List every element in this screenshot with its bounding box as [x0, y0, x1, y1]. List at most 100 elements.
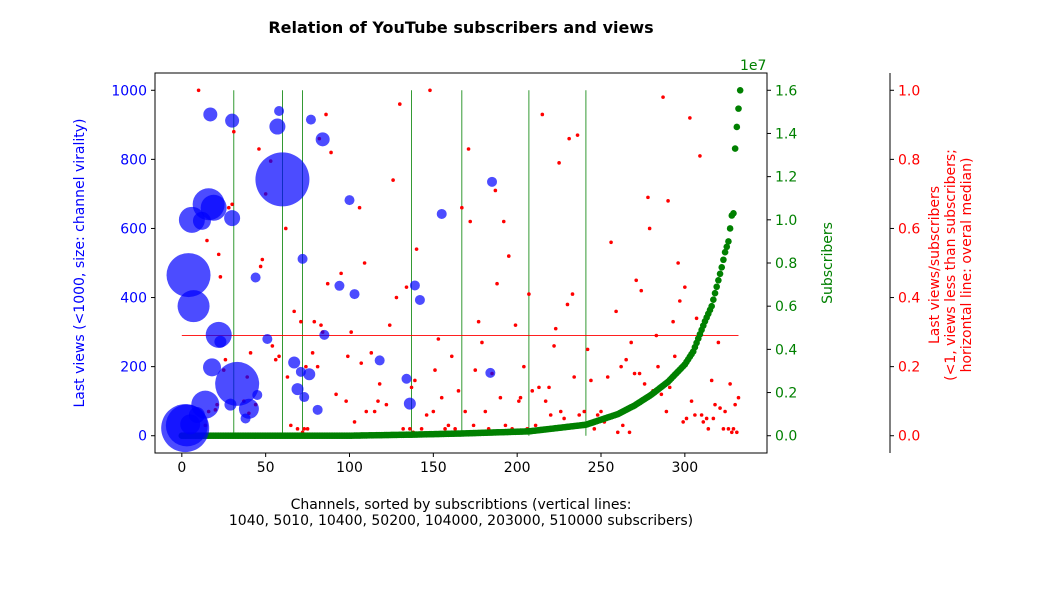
subscribers-point	[710, 296, 717, 304]
ratio-point	[436, 337, 441, 341]
ratio-point	[226, 205, 231, 210]
ratio-tick-label: 0.8	[898, 152, 920, 168]
ratio-point	[446, 423, 451, 428]
subscribers-point	[736, 86, 744, 94]
ratio-point	[614, 309, 618, 314]
ratio-point	[205, 238, 209, 243]
ratio-point	[501, 219, 506, 224]
ratio-point	[664, 409, 669, 414]
left-y-tick-label: 800	[120, 152, 147, 168]
ratio-tick-label: 0.2	[898, 360, 920, 376]
ratio-point	[468, 219, 473, 224]
subscribers-point	[726, 225, 734, 232]
ratio-point	[471, 423, 476, 428]
views-point	[299, 392, 310, 403]
ratio-point	[701, 420, 706, 424]
x-tick-label: 0	[177, 460, 186, 476]
ratio-point	[565, 302, 570, 307]
ratio-point	[547, 385, 551, 390]
ratio-point	[577, 413, 582, 417]
ratio-point	[681, 420, 685, 424]
views-point	[334, 280, 345, 291]
ratio-point	[312, 319, 317, 324]
vertical-lines	[233, 90, 587, 436]
ratio-point	[704, 416, 709, 421]
x-tick-label: 50	[257, 460, 275, 476]
ratio-point	[419, 427, 424, 431]
ratio-point	[589, 378, 593, 383]
ratio-point	[706, 427, 711, 431]
views-point	[401, 373, 412, 384]
ratio-point	[683, 285, 687, 289]
ratio-point	[352, 420, 357, 424]
ratio-point	[537, 385, 541, 390]
ratio-point	[230, 202, 234, 207]
ratio-point	[493, 188, 498, 193]
ratio-point	[513, 323, 518, 327]
ratio-point	[632, 371, 637, 376]
views-point	[225, 113, 240, 128]
views-point	[250, 272, 261, 283]
subscribers-point	[716, 270, 724, 278]
ratio-point	[453, 427, 457, 431]
subscribers-tick-label: 0.0	[775, 429, 797, 445]
subscribers-tick-label: 1.4	[775, 126, 797, 142]
ratio-point	[627, 430, 632, 435]
ratio-point	[463, 409, 467, 414]
views-point	[297, 253, 308, 264]
views-point	[414, 294, 425, 305]
ratio-point	[711, 416, 716, 421]
views-point	[203, 358, 222, 377]
ratio-point	[659, 392, 664, 397]
ratio-point	[678, 299, 682, 303]
subscribers-axis-offset: 1e7	[740, 58, 766, 74]
subscribers-tick-label: 1.0	[775, 213, 797, 229]
ratio-point	[270, 344, 275, 348]
subscribers-axis-label: Subscribers	[820, 222, 836, 304]
ratio-tick-label: 0.4	[898, 291, 920, 307]
subscribers-point	[708, 302, 715, 310]
subscribers-point	[731, 145, 739, 152]
ratio-point	[325, 281, 330, 286]
subscribers-point	[730, 210, 737, 217]
ratio-point	[362, 261, 367, 265]
views-point	[177, 290, 210, 323]
ratio-point	[273, 357, 278, 362]
ratio-point	[223, 357, 228, 362]
ratio-point	[218, 275, 223, 279]
views-point	[269, 118, 286, 135]
ratio-tick-label: 0.0	[898, 429, 920, 445]
subscribers-point	[711, 289, 719, 297]
ratio-point	[723, 409, 727, 414]
left-y-tick-label: 200	[120, 360, 147, 376]
ratio-point	[698, 154, 702, 158]
ratio-point	[621, 423, 625, 428]
ratio-point	[248, 351, 253, 355]
ratio-point	[615, 430, 620, 435]
ratio-point	[688, 116, 692, 120]
views-point	[303, 368, 316, 381]
subscribers-point	[733, 123, 741, 131]
views-point	[215, 361, 260, 406]
subscribers-tick-label: 0.2	[775, 386, 797, 402]
ratio-point	[570, 292, 575, 296]
subscribers-tick-label: 0.6	[775, 299, 797, 315]
ratio-point	[716, 340, 721, 345]
views-point	[214, 335, 227, 348]
ratio-point	[721, 427, 726, 431]
ratio-y-axis: 0.0 0.2 0.4 0.6 0.8 1.0	[889, 73, 920, 453]
ratio-point	[661, 95, 665, 99]
ratio-point	[646, 195, 650, 200]
ratio-point	[433, 368, 437, 372]
ratio-point	[413, 378, 417, 383]
ratio-point	[666, 199, 670, 203]
subscribers-point	[713, 283, 720, 291]
x-axis-label: Channels, sorted by subscribtions (verti…	[229, 497, 693, 529]
ratio-point	[567, 136, 571, 141]
ratio-point	[292, 309, 296, 314]
views-point	[409, 280, 420, 291]
ratio-point	[483, 409, 488, 414]
ratio-point	[656, 364, 660, 369]
ratio-point	[466, 147, 471, 151]
ratio-point	[676, 261, 680, 265]
